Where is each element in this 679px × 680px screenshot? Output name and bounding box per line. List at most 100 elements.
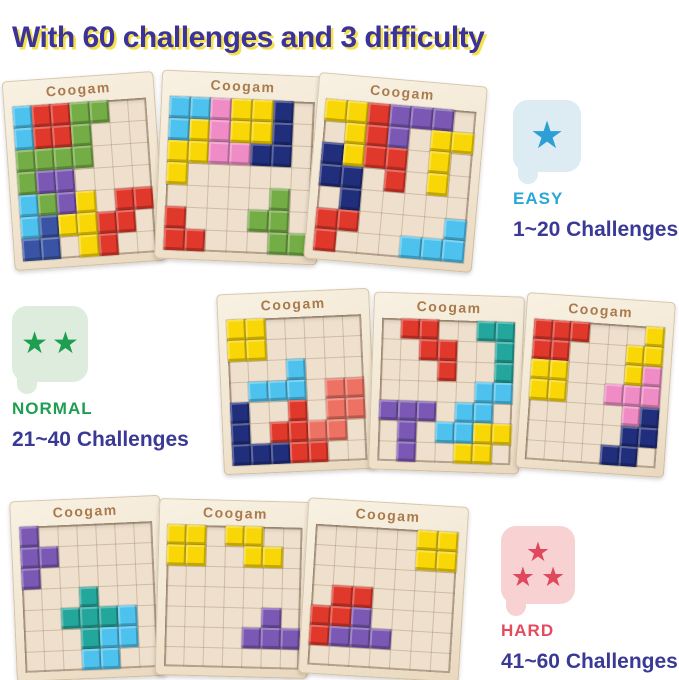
puzzle-piece-cell (307, 419, 329, 442)
puzzle-piece-cell (229, 142, 251, 166)
puzzle-grid (312, 98, 477, 264)
puzzle-piece-cell (396, 440, 416, 462)
puzzle-piece-cell (530, 358, 551, 381)
puzzle-piece-cell (350, 606, 373, 629)
puzzle-piece-cell (453, 422, 474, 444)
star-icon: ★ (525, 537, 551, 567)
puzzle-piece-cell (365, 124, 389, 148)
puzzle-piece-cell (308, 440, 329, 463)
puzzle-piece-cell (318, 163, 342, 188)
puzzle-piece-cell (378, 399, 399, 421)
puzzle-piece-cell (288, 420, 309, 443)
puzzle-piece-cell (21, 238, 43, 262)
puzzle-grid (226, 314, 368, 466)
puzzle-piece-cell (472, 443, 492, 465)
puzzle-piece-cell (248, 380, 269, 403)
puzzle-piece-cell (427, 151, 452, 175)
puzzle-piece-cell (97, 232, 119, 257)
puzzle-piece-cell (261, 607, 282, 629)
puzzle-piece-cell (20, 546, 41, 569)
puzzle-piece-cell (435, 551, 458, 573)
puzzle-board-normal-3: Coogam (515, 292, 676, 478)
puzzle-piece-cell (625, 345, 646, 367)
puzzle-piece-cell (79, 606, 100, 629)
puzzle-piece-cell (227, 339, 248, 362)
puzzle-piece-cell (241, 627, 262, 649)
puzzle-piece-cell (99, 627, 120, 649)
puzzle-piece-cell (266, 232, 289, 256)
puzzle-piece-cell (383, 169, 407, 193)
puzzle-piece-cell (245, 318, 266, 340)
puzzle-piece-cell (491, 423, 512, 445)
difficulty-label: HARD (501, 621, 555, 640)
puzzle-piece-cell (622, 385, 643, 407)
puzzle-piece-cell (398, 235, 423, 260)
puzzle-piece-cell (32, 126, 54, 150)
difficulty-normal: ★ ★ NORMAL 21~40 Challenges (12, 306, 207, 452)
puzzle-piece-cell (437, 531, 459, 553)
puzzle-piece-cell (230, 423, 251, 446)
puzzle-piece-cell (230, 120, 252, 144)
hard-speech-bubble: ★ ★ ★ (501, 526, 575, 616)
puzzle-board-hard-2: Coogam (154, 498, 313, 679)
puzzle-piece-cell (37, 192, 59, 216)
coogam-logo: Coogam (210, 76, 276, 96)
puzzle-piece-cell (325, 377, 346, 400)
puzzle-piece-cell (98, 606, 119, 628)
puzzle-piece-cell (226, 319, 247, 341)
puzzle-piece-cell (437, 340, 458, 362)
puzzle-piece-cell (343, 122, 368, 146)
puzzle-piece-cell (39, 546, 60, 568)
puzzle-piece-cell (244, 526, 265, 548)
puzzle-piece-cell (349, 626, 371, 649)
puzzle-piece-cell (250, 121, 273, 145)
puzzle-piece-cell (336, 208, 360, 233)
puzzle-piece-cell (18, 193, 40, 218)
puzzle-piece-cell (168, 117, 190, 141)
puzzle-piece-cell (441, 239, 466, 264)
puzzle-piece-cell (56, 191, 78, 215)
coogam-logo: Coogam (260, 294, 326, 314)
puzzle-piece-cell (640, 386, 661, 409)
star-icon: ★ (52, 327, 79, 360)
normal-speech-bubble: ★ ★ (12, 306, 88, 394)
puzzle-piece-cell (550, 339, 571, 362)
puzzle-piece-cell (21, 567, 41, 590)
puzzle-piece-cell (345, 397, 366, 420)
puzzle-piece-cell (331, 585, 353, 607)
puzzle-piece-cell (71, 123, 92, 148)
puzzle-piece-cell (34, 148, 56, 172)
puzzle-piece-cell (164, 205, 186, 229)
puzzle-piece-cell (340, 165, 364, 189)
puzzle-piece-cell (429, 129, 454, 154)
puzzle-piece-cell (88, 100, 110, 124)
puzzle-piece-cell (40, 236, 62, 261)
puzzle-piece-cell (386, 125, 411, 150)
coogam-logo: Coogam (52, 501, 118, 521)
puzzle-piece-cell (50, 102, 72, 127)
puzzle-piece-cell (369, 628, 392, 650)
puzzle-piece-cell (410, 106, 434, 130)
puzzle-piece-cell (80, 627, 101, 650)
puzzle-piece-cell (246, 339, 267, 361)
puzzle-piece-cell (166, 161, 188, 185)
puzzle-piece-cell (115, 209, 137, 233)
puzzle-piece-cell (36, 170, 57, 194)
puzzle-piece-cell (328, 625, 351, 647)
puzzle-piece-cell (599, 444, 620, 466)
easy-speech-bubble: ★ (513, 100, 581, 184)
puzzle-piece-cell (431, 108, 456, 132)
puzzle-board-easy-2: Coogam (153, 69, 326, 266)
puzzle-piece-cell (434, 421, 455, 443)
puzzle-piece-cell (617, 445, 639, 468)
puzzle-piece-cell (345, 100, 370, 125)
puzzle-piece-cell (100, 647, 121, 670)
puzzle-piece-cell (351, 586, 374, 608)
puzzle-piece-cell (188, 118, 211, 142)
puzzle-piece-cell (547, 380, 568, 402)
puzzle-piece-cell (167, 139, 189, 163)
puzzle-piece-cell (476, 321, 497, 343)
puzzle-piece-cell (247, 209, 269, 233)
puzzle-piece-cell (454, 402, 475, 424)
